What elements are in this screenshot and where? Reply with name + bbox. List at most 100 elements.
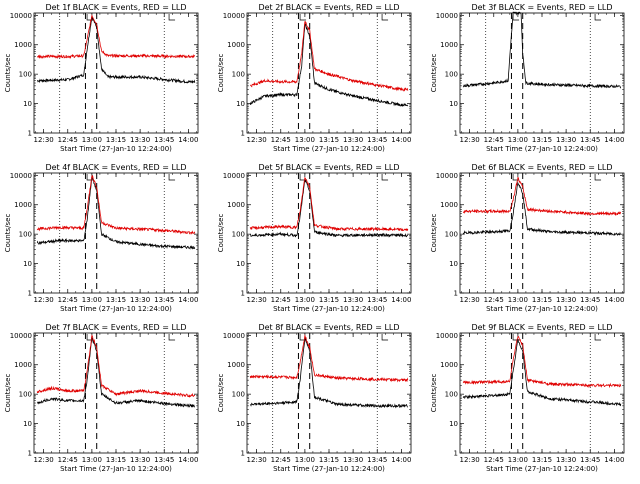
chart-svg: Det 2f BLACK = Events, RED = LLD 1 10 100 10… (217, 3, 411, 153)
x-tick-label: 13:00 (508, 136, 528, 144)
state-marker (168, 334, 176, 341)
x-tick-label: 13:30 (343, 296, 363, 304)
chart-svg: Det 6f BLACK = Events, RED = LLD 1 10 100 10… (430, 163, 625, 313)
plot-frame (459, 172, 625, 294)
x-tick-label: 12:45 (271, 456, 291, 464)
y-axis-label: Counts/sec (217, 374, 225, 413)
plot-frame (459, 12, 625, 134)
chart-title: Det 8f BLACK = Events, RED = LLD (258, 323, 399, 332)
y-tick-label: 1000 (440, 201, 458, 209)
lld-series-line (250, 21, 409, 92)
state-marker (299, 14, 307, 21)
chart-svg: Det 5f BLACK = Events, RED = LLD 1 10 100 10… (217, 163, 411, 313)
y-tick-label: 1000 (14, 41, 32, 49)
chart-title: Det 3f BLACK = Events, RED = LLD (471, 3, 612, 12)
y-tick-label: 1000 (440, 41, 458, 49)
x-tick-label: 13:00 (295, 296, 315, 304)
detector-panel: Det 9f BLACK = Events, RED = LLD 1 10 100 10… (426, 320, 639, 480)
chart-title: Det 9f BLACK = Events, RED = LLD (471, 323, 612, 332)
y-tick-label: 1000 (14, 201, 32, 209)
y-tick-label: 10000 (10, 172, 32, 180)
chart-svg: Det 1f BLACK = Events, RED = LLD 1 10 100 10… (4, 3, 198, 153)
y-tick-label: 1000 (227, 41, 245, 49)
x-axis-label: Start Time (27-Jan-10 12:24:00) (273, 465, 385, 473)
x-axis-label: Start Time (27-Jan-10 12:24:00) (486, 305, 598, 313)
chart-title: Det 5f BLACK = Events, RED = LLD (258, 163, 399, 172)
chart-svg: Det 4f BLACK = Events, RED = LLD 1 10 100 10… (4, 163, 199, 313)
x-tick-label: 14:00 (604, 136, 624, 144)
chart-svg: Det 8f BLACK = Events, RED = LLD 1 10 100 10… (217, 323, 411, 473)
x-tick-label: 14:00 (178, 456, 198, 464)
y-tick-label: 100 (19, 391, 32, 399)
state-marker (168, 14, 176, 21)
y-tick-label: 10 (449, 100, 458, 108)
y-tick-label: 10 (23, 260, 32, 268)
x-tick-label: 13:30 (130, 136, 150, 144)
x-tick-label: 13:45 (580, 136, 600, 144)
y-axis-label: Counts/sec (4, 214, 12, 253)
x-tick-label: 13:15 (532, 136, 552, 144)
x-axis-label: Start Time (27-Jan-10 12:24:00) (273, 305, 385, 313)
x-tick-label: 13:00 (508, 456, 528, 464)
x-tick-label: 12:45 (58, 296, 78, 304)
detector-panel: Det 8f BLACK = Events, RED = LLD 1 10 100 10… (213, 320, 426, 480)
events-series-line (250, 178, 409, 238)
x-tick-label: 13:00 (82, 136, 102, 144)
y-tick-label: 10 (236, 100, 245, 108)
y-tick-label: 100 (232, 71, 245, 79)
x-tick-label: 12:30 (34, 296, 54, 304)
x-tick-label: 12:45 (58, 136, 78, 144)
y-tick-label: 1 (241, 130, 245, 138)
lld-series-line (249, 334, 409, 383)
x-tick-label: 13:15 (319, 296, 339, 304)
plot-frame (459, 332, 625, 454)
x-tick-label: 12:30 (460, 136, 480, 144)
detector-panel: Det 7f BLACK = Events, RED = LLD 1 10 100 10… (0, 320, 213, 480)
detector-panel: Det 3f BLACK = Events, RED = LLD 1 10 100 10… (426, 0, 639, 160)
events-series-line (250, 336, 408, 409)
y-tick-label: 1000 (227, 361, 245, 369)
x-tick-label: 12:45 (58, 456, 78, 464)
chart-title: Det 4f BLACK = Events, RED = LLD (45, 163, 186, 172)
y-tick-label: 10 (23, 100, 32, 108)
detector-panel: Det 5f BLACK = Events, RED = LLD 1 10 100 10… (213, 160, 426, 320)
x-tick-label: 14:00 (391, 456, 411, 464)
x-tick-label: 12:30 (247, 296, 267, 304)
plot-frame (33, 172, 199, 294)
y-tick-label: 1 (454, 450, 458, 458)
chart-title: Det 1f BLACK = Events, RED = LLD (45, 3, 186, 12)
detector-panel: Det 1f BLACK = Events, RED = LLD 1 10 100 10… (0, 0, 213, 160)
x-tick-label: 12:30 (460, 296, 480, 304)
y-tick-label: 100 (445, 391, 458, 399)
y-axis-label: Counts/sec (4, 374, 12, 413)
y-axis-label: Counts/sec (217, 54, 225, 93)
x-tick-label: 14:00 (604, 296, 624, 304)
x-tick-label: 14:00 (604, 456, 624, 464)
y-tick-label: 1000 (440, 361, 458, 369)
x-tick-label: 13:30 (556, 456, 576, 464)
x-axis-label: Start Time (27-Jan-10 12:24:00) (273, 145, 385, 153)
state-marker (512, 174, 520, 181)
y-tick-label: 100 (19, 231, 32, 239)
y-tick-label: 100 (232, 391, 245, 399)
x-tick-label: 13:30 (343, 456, 363, 464)
y-tick-label: 10 (449, 420, 458, 428)
y-axis-label: Counts/sec (430, 214, 438, 253)
chart-svg: Det 3f BLACK = Events, RED = LLD 1 10 100 10… (430, 3, 625, 153)
x-tick-label: 12:30 (247, 136, 267, 144)
y-tick-label: 1 (28, 290, 32, 298)
y-tick-label: 1000 (227, 201, 245, 209)
y-tick-label: 10000 (436, 332, 458, 340)
y-tick-label: 10000 (10, 12, 32, 20)
x-tick-label: 13:30 (130, 296, 150, 304)
y-tick-label: 1000 (14, 361, 32, 369)
y-tick-label: 100 (445, 231, 458, 239)
chart-title: Det 6f BLACK = Events, RED = LLD (471, 163, 612, 172)
x-axis-label: Start Time (27-Jan-10 12:24:00) (60, 145, 172, 153)
x-tick-label: 14:00 (391, 296, 411, 304)
x-tick-label: 13:15 (106, 456, 126, 464)
x-tick-label: 13:00 (295, 136, 315, 144)
chart-title: Det 7f BLACK = Events, RED = LLD (45, 323, 186, 332)
x-tick-label: 13:45 (154, 136, 174, 144)
